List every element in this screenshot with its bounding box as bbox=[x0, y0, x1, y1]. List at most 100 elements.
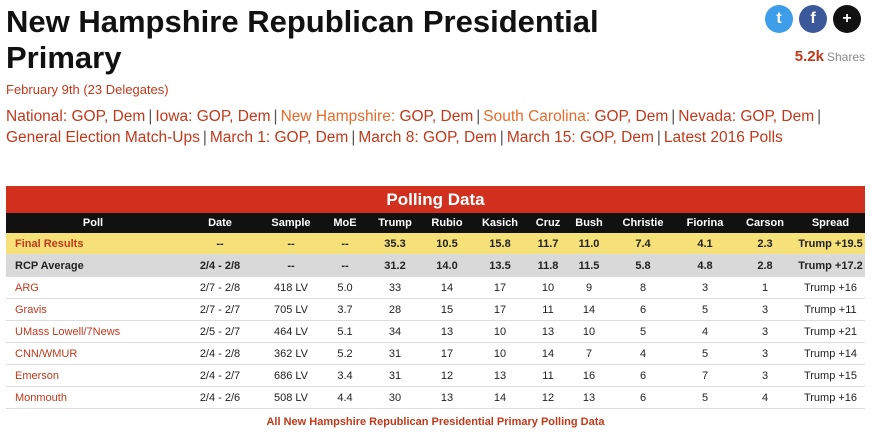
poll-date: 2/7 - 2/7 bbox=[180, 299, 260, 321]
poll-christie: 6 bbox=[610, 299, 676, 321]
poll-moe: 3.4 bbox=[322, 365, 368, 387]
poll-trump: 30 bbox=[368, 387, 422, 409]
poll-kasich: 17 bbox=[472, 277, 528, 299]
primary-date: February 9th (23 Delegates) bbox=[6, 82, 169, 97]
social-bar: t f + bbox=[765, 5, 861, 33]
poll-christie: 7.4 bbox=[610, 233, 676, 255]
poll-christie: 6 bbox=[610, 365, 676, 387]
poll-carson: 3 bbox=[734, 365, 796, 387]
nav-march15-gop[interactable]: GOP bbox=[580, 129, 612, 146]
nav-march15-dem[interactable]: Dem bbox=[621, 129, 654, 146]
nav-general-election[interactable]: General Election Match-Ups bbox=[6, 129, 200, 146]
col-header-cruz: Cruz bbox=[528, 213, 568, 233]
nav-latest-polls[interactable]: Latest 2016 Polls bbox=[664, 129, 783, 146]
poll-fiorina: 5 bbox=[676, 387, 734, 409]
poll-rubio: 14 bbox=[422, 277, 472, 299]
nav-march8-gop[interactable]: GOP bbox=[423, 129, 455, 146]
nav-march8-label[interactable]: March 8: bbox=[358, 129, 418, 146]
twitter-icon[interactable]: t bbox=[765, 5, 793, 33]
poll-kasich: 13 bbox=[472, 365, 528, 387]
poll-carson: 3 bbox=[734, 321, 796, 343]
all-polling-data-link[interactable]: All New Hampshire Republican Presidentia… bbox=[6, 409, 865, 434]
poll-cruz: 14 bbox=[528, 343, 568, 365]
polling-table: Polling Data Poll Date Sample MoE Trump … bbox=[6, 186, 865, 434]
poll-cruz: 10 bbox=[528, 277, 568, 299]
poll-cruz: 11.8 bbox=[528, 255, 568, 277]
table-row: Monmouth 2/4 - 2/6 508 LV 4.4 30 13 14 1… bbox=[6, 387, 865, 409]
nav-sc-label[interactable]: South Carolina: bbox=[483, 108, 590, 125]
poll-name: RCP Average bbox=[6, 255, 180, 277]
header-row: Poll Date Sample MoE Trump Rubio Kasich … bbox=[6, 213, 865, 233]
col-header-moe: MoE bbox=[322, 213, 368, 233]
poll-date: 2/4 - 2/8 bbox=[180, 343, 260, 365]
poll-christie: 5 bbox=[610, 321, 676, 343]
nav-national-dem[interactable]: Dem bbox=[113, 108, 146, 125]
col-header-date: Date bbox=[180, 213, 260, 233]
poll-name-link[interactable]: Gravis bbox=[6, 299, 180, 321]
poll-kasich: 10 bbox=[472, 343, 528, 365]
poll-date: 2/4 - 2/8 bbox=[180, 255, 260, 277]
nav-national-label[interactable]: National: bbox=[6, 108, 67, 125]
poll-cruz: 11.7 bbox=[528, 233, 568, 255]
poll-carson: 3 bbox=[734, 299, 796, 321]
col-header-trump: Trump bbox=[368, 213, 422, 233]
table-row: Gravis 2/7 - 2/7 705 LV 3.7 28 15 17 11 … bbox=[6, 299, 865, 321]
nav-march1-gop[interactable]: GOP bbox=[275, 129, 307, 146]
poll-date: 2/5 - 2/7 bbox=[180, 321, 260, 343]
poll-spread: Trump +16 bbox=[796, 277, 865, 299]
nav-nv-dem[interactable]: Dem bbox=[781, 108, 814, 125]
poll-moe: -- bbox=[322, 233, 368, 255]
poll-name-link[interactable]: Monmouth bbox=[6, 387, 180, 409]
poll-name-link[interactable]: ARG bbox=[6, 277, 180, 299]
poll-carson: 2.3 bbox=[734, 233, 796, 255]
poll-bush: 7 bbox=[568, 343, 610, 365]
nav-nv-label[interactable]: Nevada: bbox=[678, 108, 736, 125]
poll-christie: 5.8 bbox=[610, 255, 676, 277]
poll-trump: 31 bbox=[368, 343, 422, 365]
poll-bush: 10 bbox=[568, 321, 610, 343]
nav-iowa-label[interactable]: Iowa: bbox=[155, 108, 192, 125]
table-row: CNN/WMUR 2/4 - 2/8 362 LV 5.2 31 17 10 1… bbox=[6, 343, 865, 365]
poll-fiorina: 4.1 bbox=[676, 233, 734, 255]
nav-iowa-dem[interactable]: Dem bbox=[238, 108, 271, 125]
poll-sample: 362 LV bbox=[260, 343, 322, 365]
poll-sample: -- bbox=[260, 233, 322, 255]
poll-carson: 4 bbox=[734, 387, 796, 409]
nav-march15-label[interactable]: March 15: bbox=[507, 129, 576, 146]
nav-march1-dem[interactable]: Dem bbox=[316, 129, 349, 146]
poll-fiorina: 7 bbox=[676, 365, 734, 387]
nav-sc-dem[interactable]: Dem bbox=[636, 108, 669, 125]
poll-christie: 4 bbox=[610, 343, 676, 365]
nav-nh-dem[interactable]: Dem bbox=[441, 108, 474, 125]
poll-name-link[interactable]: CNN/WMUR bbox=[6, 343, 180, 365]
poll-bush: 16 bbox=[568, 365, 610, 387]
col-header-sample: Sample bbox=[260, 213, 322, 233]
poll-kasich: 17 bbox=[472, 299, 528, 321]
date-text: February 9th bbox=[6, 82, 80, 97]
col-header-rubio: Rubio bbox=[422, 213, 472, 233]
nav-march1-label[interactable]: March 1: bbox=[210, 129, 270, 146]
col-header-spread: Spread bbox=[796, 213, 865, 233]
poll-spread: Trump +17.2 bbox=[796, 255, 865, 277]
nav-iowa-gop[interactable]: GOP bbox=[197, 108, 229, 125]
nav-nh-gop[interactable]: GOP bbox=[399, 108, 431, 125]
poll-name-link[interactable]: Emerson bbox=[6, 365, 180, 387]
delegates-link[interactable]: (23 Delegates) bbox=[83, 82, 168, 97]
poll-spread: Trump +14 bbox=[796, 343, 865, 365]
nav-national-gop[interactable]: GOP bbox=[72, 108, 104, 125]
nav-nv-gop[interactable]: GOP bbox=[740, 108, 772, 125]
nav-nh-label[interactable]: New Hampshire: bbox=[281, 108, 396, 125]
more-share-icon[interactable]: + bbox=[833, 5, 861, 33]
poll-bush: 11.0 bbox=[568, 233, 610, 255]
table-row: UMass Lowell/7News 2/5 - 2/7 464 LV 5.1 … bbox=[6, 321, 865, 343]
poll-kasich: 10 bbox=[472, 321, 528, 343]
poll-name-link[interactable]: UMass Lowell/7News bbox=[6, 321, 180, 343]
poll-rubio: 13 bbox=[422, 387, 472, 409]
poll-spread: Trump +19.5 bbox=[796, 233, 865, 255]
poll-cruz: 12 bbox=[528, 387, 568, 409]
nav-sc-gop[interactable]: GOP bbox=[594, 108, 626, 125]
facebook-icon[interactable]: f bbox=[799, 5, 827, 33]
nav-march8-dem[interactable]: Dem bbox=[464, 129, 497, 146]
poll-bush: 14 bbox=[568, 299, 610, 321]
poll-carson: 3 bbox=[734, 343, 796, 365]
